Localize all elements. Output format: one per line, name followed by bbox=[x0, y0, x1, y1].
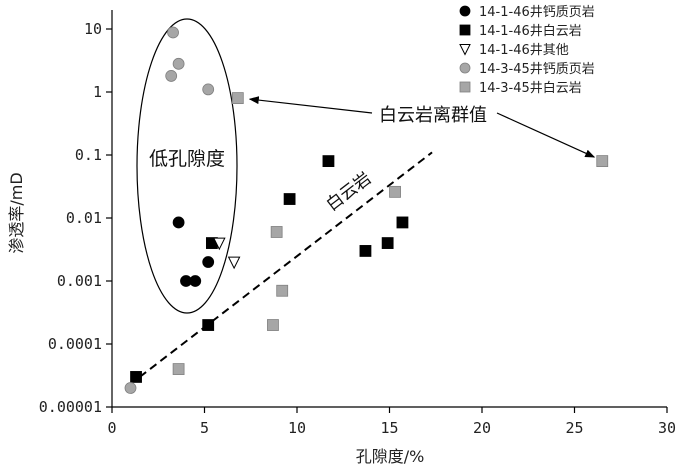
series-4-point bbox=[124, 382, 137, 394]
legend-label: 14-1-46井其他 bbox=[479, 43, 569, 58]
low-porosity-ellipse bbox=[136, 18, 238, 314]
series-2-point bbox=[202, 319, 215, 331]
series-2-point bbox=[381, 237, 394, 249]
y-tick-label: 10 bbox=[84, 20, 102, 38]
axis-ticks bbox=[106, 28, 668, 413]
legend-marker bbox=[459, 24, 471, 36]
data-points-layer bbox=[124, 26, 609, 394]
y-tick-label: 0.00001 bbox=[39, 398, 102, 416]
legend-marker bbox=[459, 5, 471, 17]
series-2-point bbox=[283, 193, 296, 205]
trendline-layer: 白云岩 bbox=[139, 151, 433, 378]
y-axis-title: 渗透率/mD bbox=[7, 172, 26, 253]
x-tick-label: 0 bbox=[107, 419, 116, 437]
low-porosity-label: 低孔隙度 bbox=[149, 148, 225, 170]
legend-label: 14-1-46井钙质页岩 bbox=[479, 5, 595, 20]
series-4-point bbox=[167, 26, 179, 39]
trendline-label: 白云岩 bbox=[323, 169, 376, 216]
y-tick-label: 0.1 bbox=[75, 146, 102, 164]
series-1-point bbox=[172, 216, 185, 229]
legend-marker bbox=[459, 44, 471, 56]
series-2-point bbox=[322, 155, 335, 168]
series-5-point bbox=[276, 284, 289, 297]
series-5-point bbox=[267, 319, 279, 331]
series-4-point bbox=[202, 83, 215, 96]
x-axis-title: 孔隙度/% bbox=[356, 447, 425, 466]
series-4-point bbox=[172, 57, 185, 70]
axis-tick-labels: 0 5 10 15 20 25 30 0.00001 0.0001 0.001 0.01 0.1 1 10 bbox=[39, 20, 676, 437]
dolomite-trendline bbox=[139, 151, 433, 378]
annotation-layer: 白云岩离群值 bbox=[248, 96, 596, 158]
series-3-point bbox=[212, 237, 226, 251]
legend: 14-1-46井钙质页岩 14-1-46井白云岩 14-1-46井其他 14-3-45… bbox=[459, 5, 595, 96]
x-tick-label: 15 bbox=[380, 419, 398, 437]
series-5-point bbox=[389, 185, 401, 198]
x-tick-label: 5 bbox=[200, 419, 209, 437]
legend-label: 14-3-45井钙质页岩 bbox=[479, 62, 595, 77]
low-porosity-ellipse-layer: 低孔隙度 bbox=[136, 18, 238, 314]
series-2-point bbox=[130, 371, 142, 383]
x-tick-label: 10 bbox=[288, 419, 306, 437]
x-tick-label: 30 bbox=[658, 419, 676, 437]
x-tick-label: 20 bbox=[473, 419, 491, 437]
series-5-point bbox=[231, 92, 244, 105]
y-tick-label: 0.001 bbox=[57, 272, 102, 290]
series-3-point bbox=[227, 256, 241, 270]
series-5-point bbox=[596, 155, 609, 168]
legend-marker bbox=[459, 62, 471, 74]
series-5-point bbox=[172, 363, 185, 375]
legend-label: 14-3-45井白云岩 bbox=[479, 80, 582, 96]
outlier-arrow-left bbox=[248, 96, 373, 114]
legend-marker bbox=[459, 81, 471, 93]
outlier-label: 白云岩离群值 bbox=[379, 105, 487, 126]
series-2-point bbox=[396, 216, 409, 229]
series-5-point bbox=[270, 226, 283, 238]
outlier-arrow-right bbox=[496, 112, 596, 158]
y-tick-label: 0.01 bbox=[66, 209, 102, 227]
series-2-point bbox=[359, 245, 372, 257]
series-4-point bbox=[165, 70, 178, 82]
y-tick-label: 0.0001 bbox=[48, 335, 102, 353]
x-tick-label: 25 bbox=[565, 419, 583, 437]
series-1-point bbox=[202, 256, 215, 268]
series-1-point bbox=[189, 275, 202, 287]
y-tick-label: 1 bbox=[93, 83, 102, 101]
legend-label: 14-1-46井白云岩 bbox=[479, 23, 582, 39]
